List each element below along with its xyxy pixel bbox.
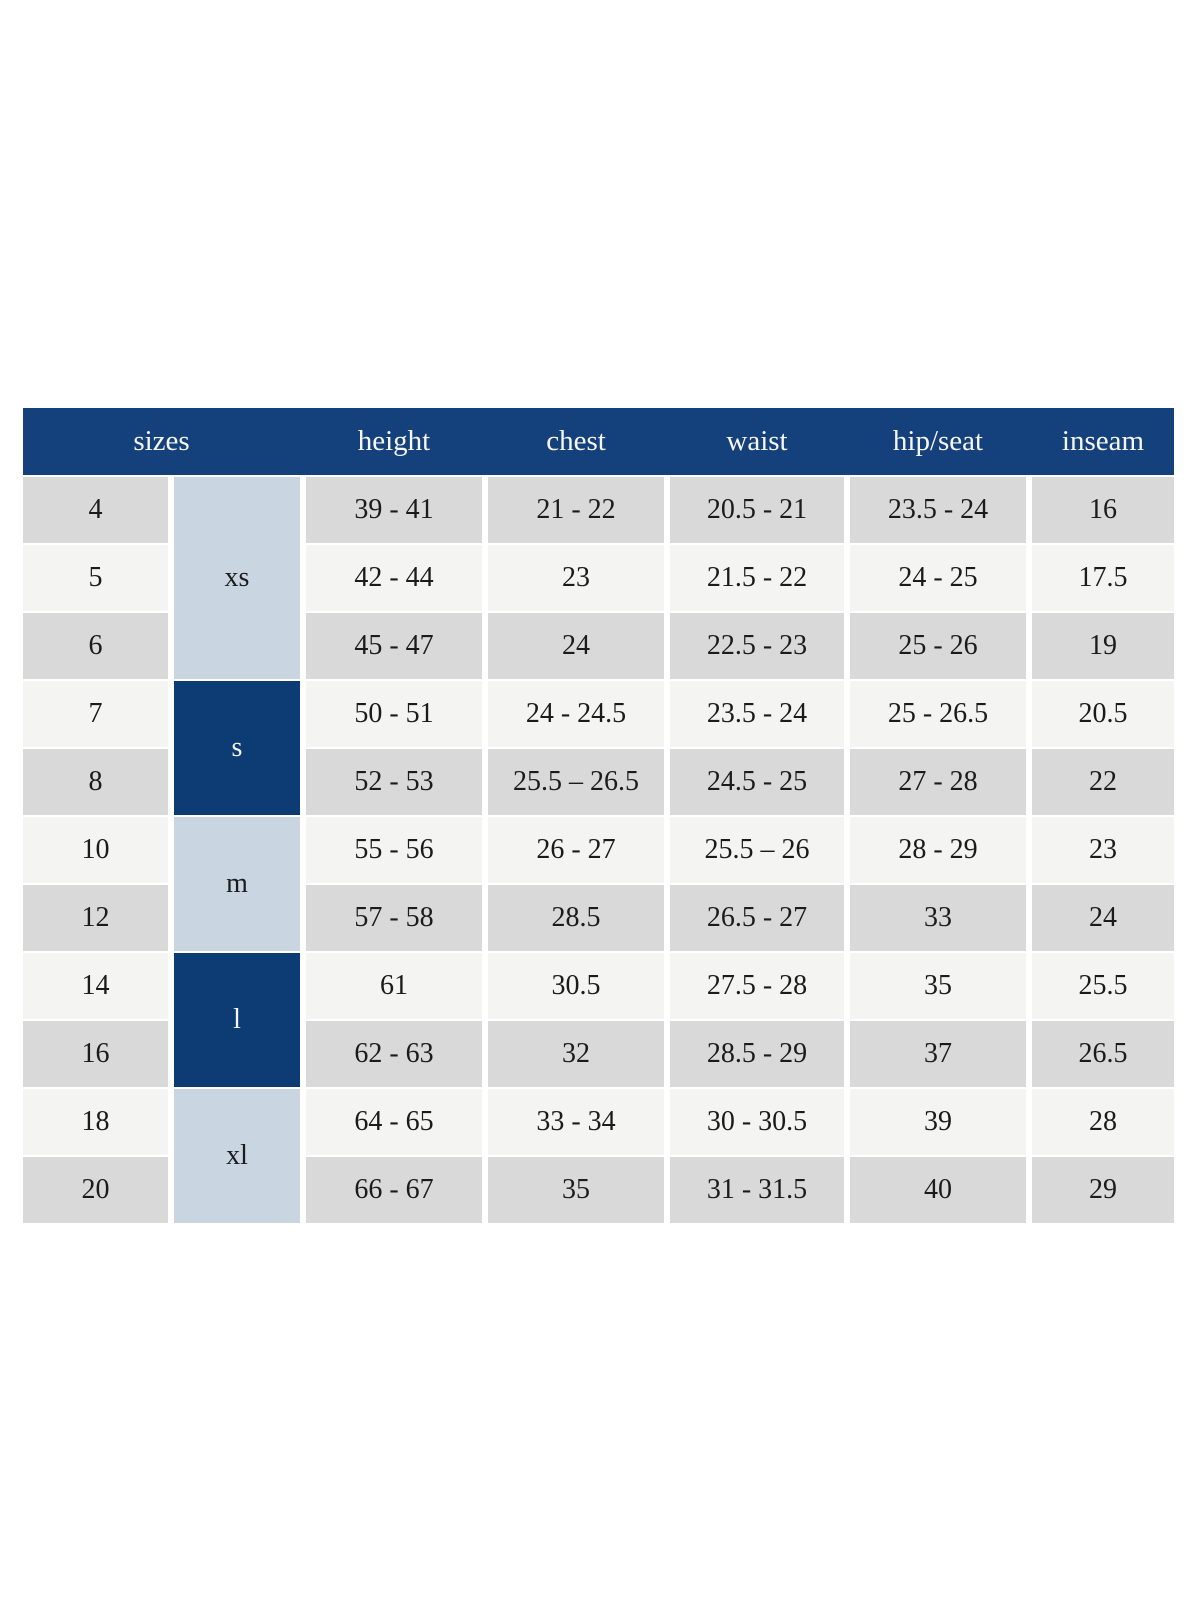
cell-chest: 23	[488, 545, 664, 611]
cell-size: 4	[23, 477, 168, 543]
column-header-waist: waist	[726, 425, 788, 457]
column-header-chest: chest	[546, 425, 606, 457]
cell-inseam: 24	[1032, 885, 1174, 951]
cell-waist: 25.5 – 26	[670, 817, 844, 883]
cell-hip-seat: 40	[850, 1157, 1026, 1223]
cell-chest: 30.5	[488, 953, 664, 1019]
cell-hip-seat: 23.5 - 24	[850, 477, 1026, 543]
cell-height: 61	[306, 953, 482, 1019]
cell-inseam: 29	[1032, 1157, 1174, 1223]
cell-inseam: 22	[1032, 749, 1174, 815]
cell-size: 10	[23, 817, 168, 883]
cell-chest: 25.5 – 26.5	[488, 749, 664, 815]
cell-waist: 30 - 30.5	[670, 1089, 844, 1155]
cell-chest: 26 - 27	[488, 817, 664, 883]
cell-hip-seat: 35	[850, 953, 1026, 1019]
cell-chest: 24	[488, 613, 664, 679]
cell-chest: 33 - 34	[488, 1089, 664, 1155]
cell-inseam: 25.5	[1032, 953, 1174, 1019]
column-header-sizes: sizes	[133, 425, 190, 457]
cell-waist: 27.5 - 28	[670, 953, 844, 1019]
group-cell-s: s	[174, 681, 300, 815]
cell-size: 20	[23, 1157, 168, 1223]
cell-hip-seat: 24 - 25	[850, 545, 1026, 611]
cell-height: 66 - 67	[306, 1157, 482, 1223]
cell-hip-seat: 33	[850, 885, 1026, 951]
cell-inseam: 26.5	[1032, 1021, 1174, 1087]
group-cell-l: l	[174, 953, 300, 1087]
cell-chest: 32	[488, 1021, 664, 1087]
cell-chest: 35	[488, 1157, 664, 1223]
cell-height: 50 - 51	[306, 681, 482, 747]
cell-inseam: 23	[1032, 817, 1174, 883]
cell-inseam: 20.5	[1032, 681, 1174, 747]
cell-hip-seat: 27 - 28	[850, 749, 1026, 815]
cell-waist: 23.5 - 24	[670, 681, 844, 747]
cell-height: 64 - 65	[306, 1089, 482, 1155]
cell-height: 62 - 63	[306, 1021, 482, 1087]
table-body: 4 xs 39 - 41 21 - 22 20.5 - 21 23.5 - 24…	[23, 477, 1174, 1223]
cell-size: 8	[23, 749, 168, 815]
cell-height: 42 - 44	[306, 545, 482, 611]
cell-waist: 22.5 - 23	[670, 613, 844, 679]
cell-chest: 28.5	[488, 885, 664, 951]
cell-inseam: 28	[1032, 1089, 1174, 1155]
cell-hip-seat: 25 - 26	[850, 613, 1026, 679]
cell-size: 12	[23, 885, 168, 951]
cell-waist: 28.5 - 29	[670, 1021, 844, 1087]
cell-height: 57 - 58	[306, 885, 482, 951]
cell-height: 52 - 53	[306, 749, 482, 815]
cell-inseam: 19	[1032, 613, 1174, 679]
cell-chest: 24 - 24.5	[488, 681, 664, 747]
cell-waist: 26.5 - 27	[670, 885, 844, 951]
cell-chest: 21 - 22	[488, 477, 664, 543]
cell-height: 39 - 41	[306, 477, 482, 543]
cell-waist: 24.5 - 25	[670, 749, 844, 815]
table-header-row: sizes height chest waist hip/seat inseam	[23, 408, 1174, 475]
group-cell-xs: xs	[174, 477, 300, 679]
cell-size: 5	[23, 545, 168, 611]
cell-hip-seat: 37	[850, 1021, 1026, 1087]
group-cell-xl: xl	[174, 1089, 300, 1223]
column-header-hip-seat: hip/seat	[892, 425, 984, 457]
column-header-inseam: inseam	[1061, 425, 1145, 457]
cell-hip-seat: 39	[850, 1089, 1026, 1155]
group-cell-m: m	[174, 817, 300, 951]
cell-size: 18	[23, 1089, 168, 1155]
cell-waist: 31 - 31.5	[670, 1157, 844, 1223]
cell-size: 14	[23, 953, 168, 1019]
cell-waist: 20.5 - 21	[670, 477, 844, 543]
cell-hip-seat: 28 - 29	[850, 817, 1026, 883]
cell-inseam: 16	[1032, 477, 1174, 543]
cell-size: 6	[23, 613, 168, 679]
cell-height: 55 - 56	[306, 817, 482, 883]
cell-size: 16	[23, 1021, 168, 1087]
cell-inseam: 17.5	[1032, 545, 1174, 611]
cell-waist: 21.5 - 22	[670, 545, 844, 611]
cell-hip-seat: 25 - 26.5	[850, 681, 1026, 747]
cell-height: 45 - 47	[306, 613, 482, 679]
cell-size: 7	[23, 681, 168, 747]
size-chart-table: sizes height chest waist hip/seat inseam…	[23, 408, 1174, 1223]
column-header-height: height	[357, 425, 431, 457]
